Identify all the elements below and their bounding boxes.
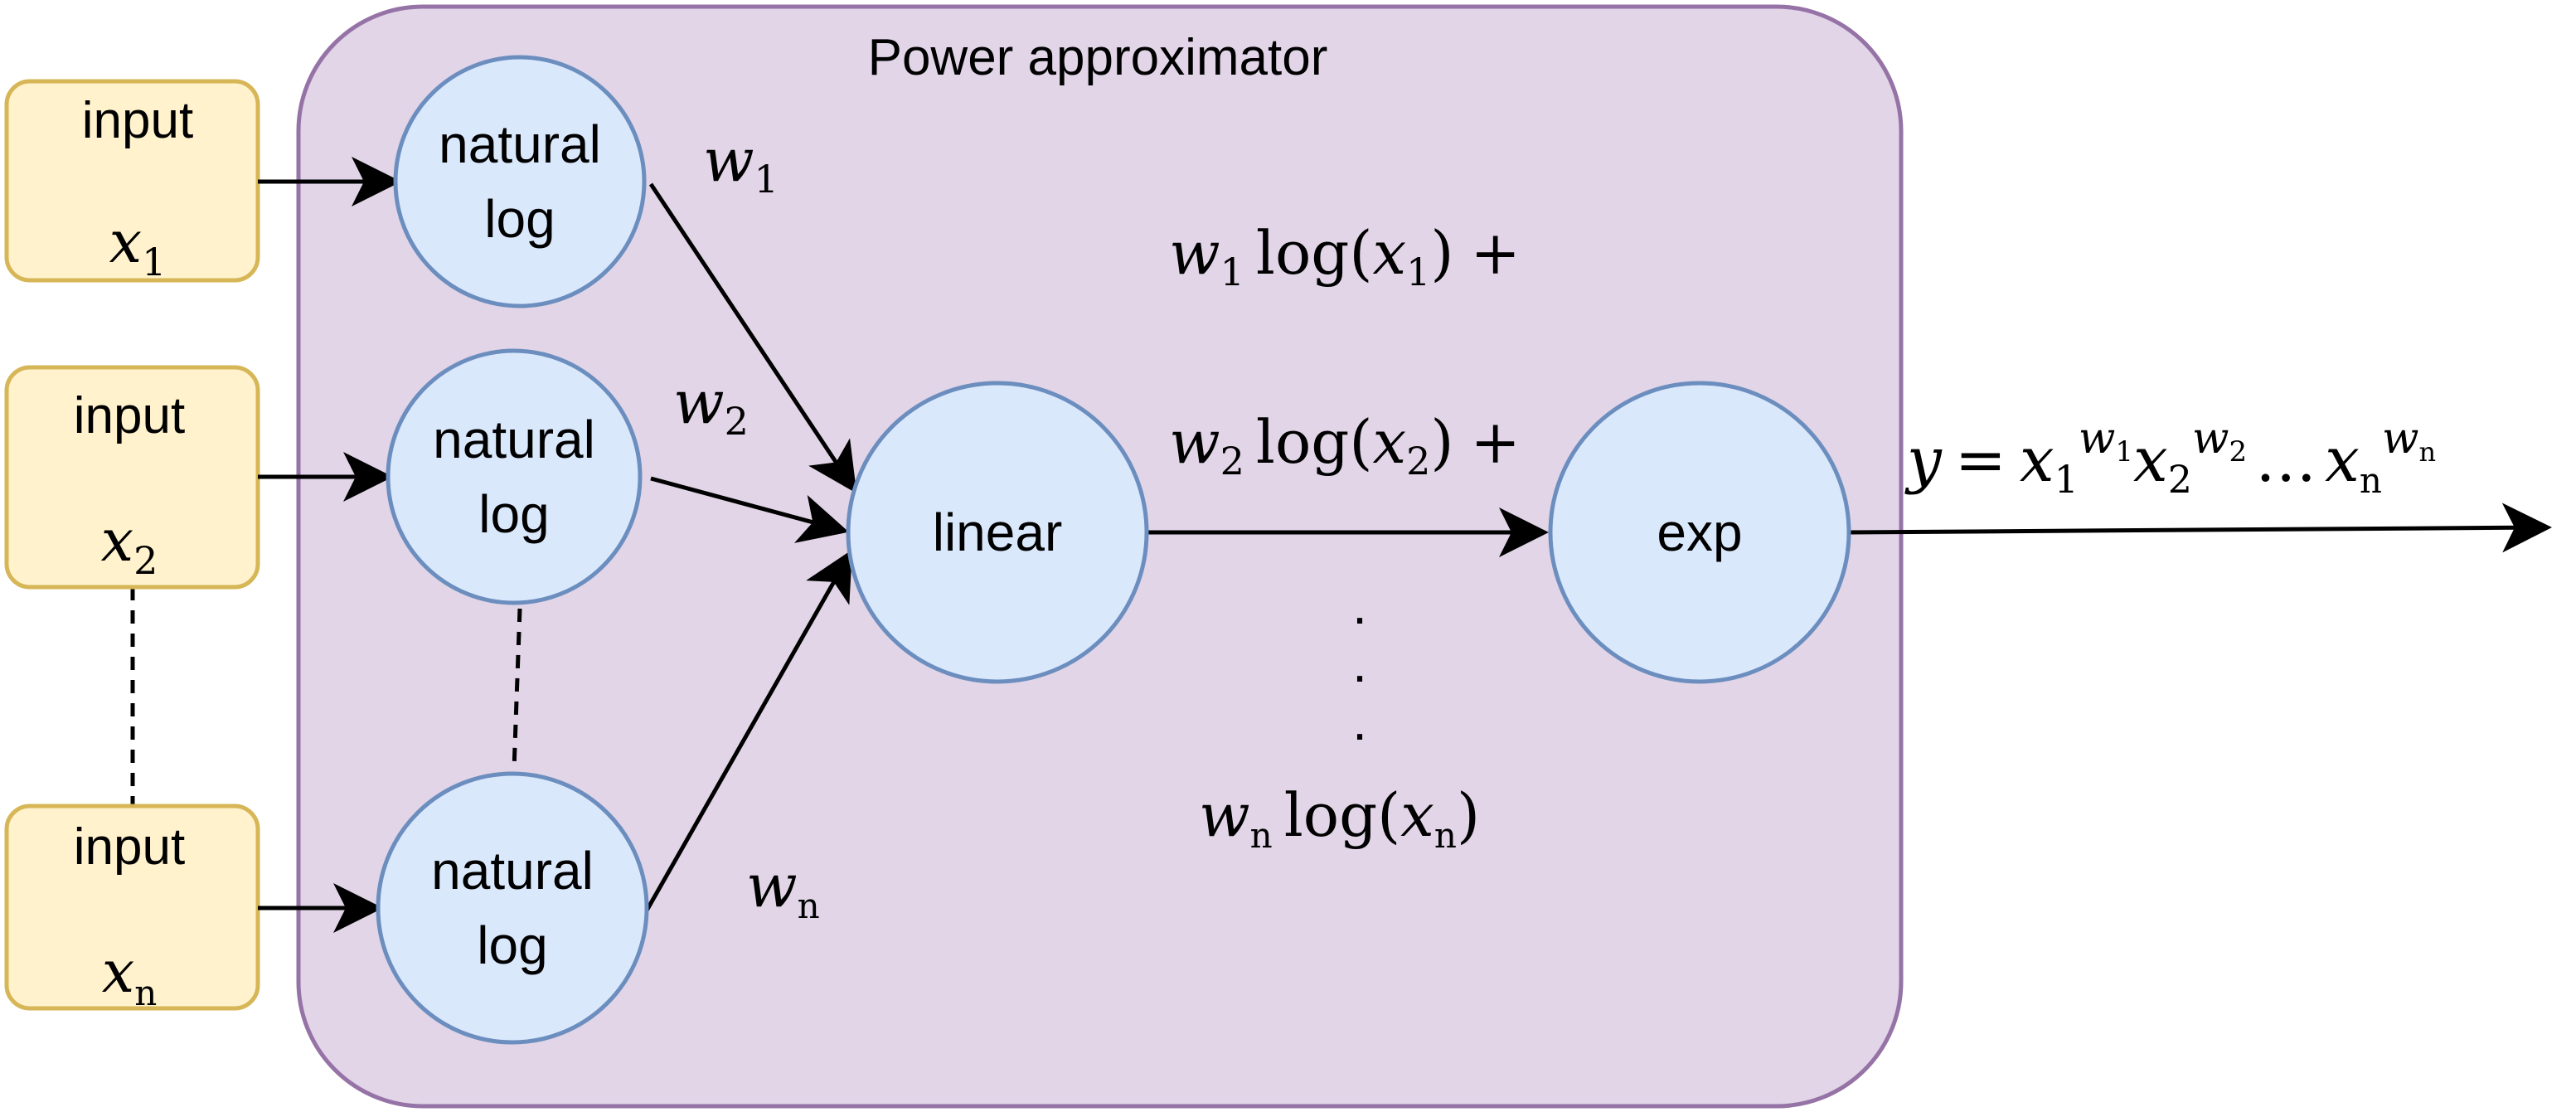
sum-term-1: w1 log(x1) + [1169,218,1521,294]
vertical-dot-2: . [1352,634,1367,693]
input-variable: xn [102,938,158,1013]
weight-label-n: wn [746,851,820,926]
natural-log-node-n: natural log [376,771,649,1045]
weight-label-1: w1 [703,125,779,202]
vertical-dot-1: . [1352,575,1367,635]
input-box-n: input xn [4,804,260,1013]
input-variable: x2 [101,507,158,583]
exp-label: exp [1657,503,1742,562]
input-label: input [74,387,185,444]
node-label-line2: log [477,915,547,975]
node-label-line2: log [478,484,549,544]
node-label-line1: natural [433,410,595,469]
node-label-line1: natural [431,841,594,901]
input-variable: x1 [109,208,167,284]
sum-term-n: wn log(xn) [1199,780,1480,856]
node-label-line2: log [484,189,555,249]
node-label-line1: natural [439,114,601,174]
linear-label: linear [933,503,1063,562]
exp-node: exp [1548,381,1851,684]
weight-label-2: w2 [673,367,749,444]
arrow-exp-to-output [1848,503,2552,553]
sum-term-2: w2 log(x2) + [1169,407,1521,483]
natural-log-node-1: natural log [393,55,647,308]
arrow-logn-to-linear [644,549,852,912]
output-formula: y = x1w1x2w2… xnwn [1904,414,2436,502]
container-title: Power approximator [868,29,1328,86]
input-box-2: input x2 [4,365,260,590]
vertical-dot-3: . [1352,692,1367,751]
linear-node: linear [846,381,1149,684]
arrow-log2-to-linear [650,476,849,543]
input-box-1: input x1 [4,79,260,284]
input-label: input [74,818,185,876]
natural-log-node-2: natural log [386,348,643,605]
input-label: input [82,92,193,149]
logs-dashed-connector [512,608,522,770]
arrow-log1-to-linear [648,182,857,493]
